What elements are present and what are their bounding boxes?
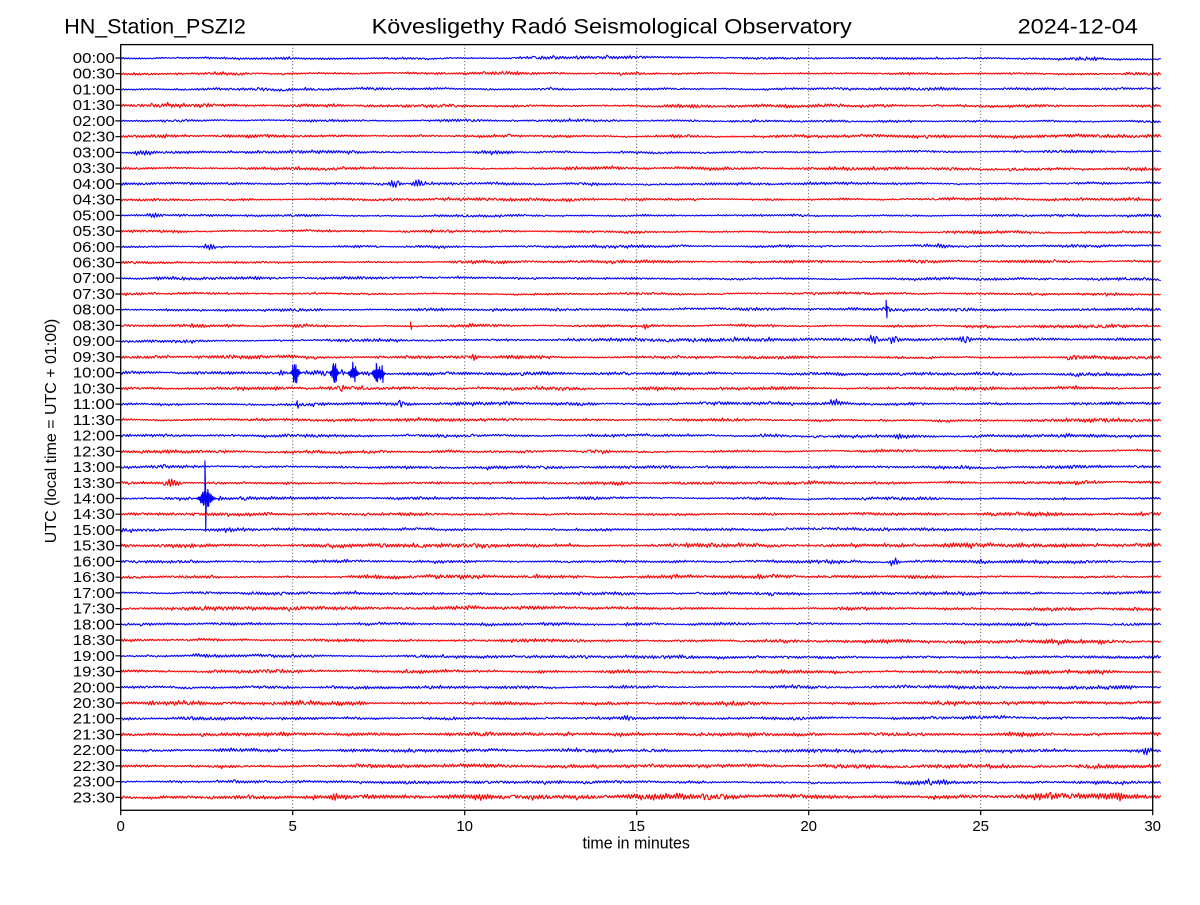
svg-text:19:30: 19:30 [73,664,115,681]
svg-text:04:00: 04:00 [73,176,115,193]
svg-text:0: 0 [117,818,125,835]
svg-text:02:00: 02:00 [73,113,115,130]
svg-text:17:00: 17:00 [73,585,115,602]
svg-text:21:00: 21:00 [73,711,115,728]
svg-text:09:00: 09:00 [73,333,115,350]
svg-text:21:30: 21:30 [73,727,115,744]
svg-text:14:00: 14:00 [73,491,115,508]
svg-text:20: 20 [800,818,817,835]
svg-text:01:30: 01:30 [73,97,115,114]
svg-text:12:30: 12:30 [73,443,115,460]
svg-text:5: 5 [289,818,297,835]
svg-text:13:00: 13:00 [73,459,115,476]
svg-text:11:00: 11:00 [73,396,115,413]
svg-text:time in minutes: time in minutes [582,834,690,852]
svg-text:30: 30 [1144,818,1161,835]
svg-text:00:00: 00:00 [73,50,115,67]
svg-text:2024-12-04: 2024-12-04 [1018,15,1138,39]
svg-text:09:30: 09:30 [73,349,115,366]
svg-text:18:30: 18:30 [73,632,115,649]
svg-text:10: 10 [456,818,473,835]
svg-text:UTC (local time = UTC + 01:00): UTC (local time = UTC + 01:00) [43,319,60,543]
svg-text:03:00: 03:00 [73,144,115,161]
svg-text:16:00: 16:00 [73,553,115,570]
svg-text:HN_Station_PSZI2: HN_Station_PSZI2 [64,15,246,39]
svg-text:00:30: 00:30 [73,66,115,83]
svg-text:19:00: 19:00 [73,648,115,665]
svg-text:11:30: 11:30 [73,412,115,429]
svg-text:13:30: 13:30 [73,475,115,492]
svg-text:02:30: 02:30 [73,129,115,146]
svg-text:22:30: 22:30 [73,758,115,775]
svg-text:01:00: 01:00 [73,82,115,99]
svg-text:08:00: 08:00 [73,302,115,319]
svg-text:15: 15 [628,818,645,835]
svg-text:17:30: 17:30 [73,601,115,618]
svg-text:20:00: 20:00 [73,679,115,696]
svg-text:22:00: 22:00 [73,742,115,759]
svg-text:23:30: 23:30 [73,789,115,806]
svg-text:10:00: 10:00 [73,365,115,382]
svg-text:15:00: 15:00 [73,522,115,539]
svg-text:05:30: 05:30 [73,223,115,240]
svg-text:20:30: 20:30 [73,695,115,712]
svg-text:Kövesligethy Radó Seismologica: Kövesligethy Radó Seismological Observat… [372,15,852,39]
svg-text:23:00: 23:00 [73,774,115,791]
svg-text:03:30: 03:30 [73,160,115,177]
svg-text:25: 25 [972,818,989,835]
svg-text:04:30: 04:30 [73,192,115,209]
svg-text:14:30: 14:30 [73,506,115,523]
svg-text:18:00: 18:00 [73,616,115,633]
svg-text:12:00: 12:00 [73,428,115,445]
svg-text:07:00: 07:00 [73,270,115,287]
svg-text:16:30: 16:30 [73,569,115,586]
svg-text:15:30: 15:30 [73,538,115,555]
svg-text:05:00: 05:00 [73,207,115,224]
svg-text:10:30: 10:30 [73,380,115,397]
svg-text:07:30: 07:30 [73,286,115,303]
svg-text:06:00: 06:00 [73,239,115,256]
svg-text:06:30: 06:30 [73,255,115,272]
svg-text:08:30: 08:30 [73,317,115,334]
